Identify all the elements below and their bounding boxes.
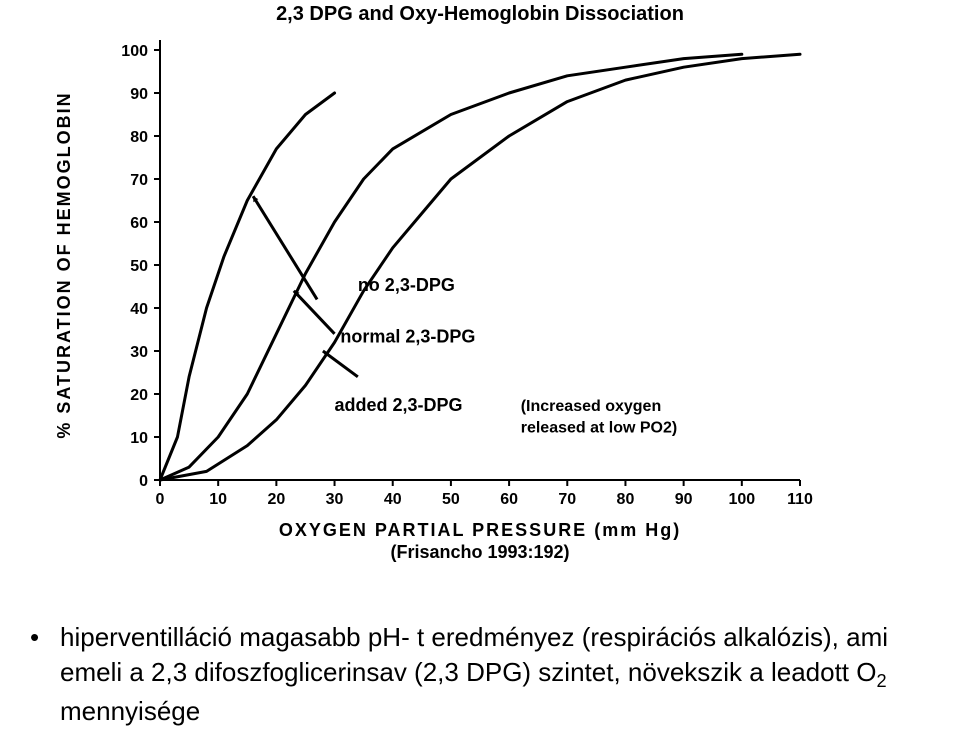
caption-p1: hiperventilláció magasabb pH- t eredmény… [60, 622, 888, 687]
caption-text: hiperventilláció magasabb pH- t eredmény… [60, 620, 930, 729]
y-tick-label: 50 [130, 258, 148, 275]
curve-normal [160, 54, 742, 480]
y-axis-label: % SATURATION OF HEMOGLOBIN [54, 91, 74, 438]
x-tick-label: 80 [617, 491, 635, 508]
x-axis-label: OXYGEN PARTIAL PRESSURE (mm Hg) [279, 520, 681, 540]
chart-svg: 2,3 DPG and Oxy-Hemoglobin Dissociation 0… [40, 0, 920, 620]
arrow-line-icon [323, 351, 358, 377]
x-tick-label: 20 [267, 491, 285, 508]
x-tick-label: 90 [675, 491, 693, 508]
chart-container: 2,3 DPG and Oxy-Hemoglobin Dissociation 0… [40, 0, 920, 620]
label-no-dpg: no 2,3-DPG [358, 275, 455, 295]
y-tick-label: 30 [130, 344, 148, 361]
chart-title: 2,3 DPG and Oxy-Hemoglobin Dissociation [276, 3, 684, 25]
label-normal-dpg: normal 2,3-DPG [340, 326, 475, 346]
x-tick-label: 50 [442, 491, 460, 508]
label-added-sub2: released at low PO2) [521, 420, 678, 437]
curve-added [160, 54, 800, 480]
x-tick-label: 0 [156, 491, 165, 508]
y-tick-label: 10 [130, 430, 148, 447]
y-tick-label: 0 [139, 473, 148, 490]
arrow-line-icon [253, 196, 317, 299]
y-tick-label: 60 [130, 215, 148, 232]
label-added-dpg: added 2,3-DPG [335, 395, 463, 415]
y-tick-label: 20 [130, 387, 148, 404]
caption-p2: mennyisége [60, 696, 200, 726]
caption-block: • hiperventilláció magasabb pH- t eredmé… [30, 620, 930, 729]
y-tick-label: 100 [121, 43, 148, 60]
x-tick-label: 70 [558, 491, 576, 508]
x-axis-sublabel: (Frisancho 1993:192) [390, 542, 569, 562]
x-tick-label: 30 [326, 491, 344, 508]
x-tick-label: 110 [787, 491, 813, 508]
y-tick-label: 80 [130, 129, 148, 146]
label-added-sub1: (Increased oxygen [521, 398, 662, 415]
x-tick-label: 100 [728, 491, 755, 508]
y-tick-label: 40 [130, 301, 148, 318]
x-tick-label: 10 [209, 491, 227, 508]
caption-sub: 2 [876, 671, 886, 691]
x-tick-label: 60 [500, 491, 518, 508]
bullet-icon: • [30, 620, 39, 655]
y-tick-label: 70 [130, 172, 148, 189]
y-tick-label: 90 [130, 86, 148, 103]
x-tick-label: 40 [384, 491, 402, 508]
